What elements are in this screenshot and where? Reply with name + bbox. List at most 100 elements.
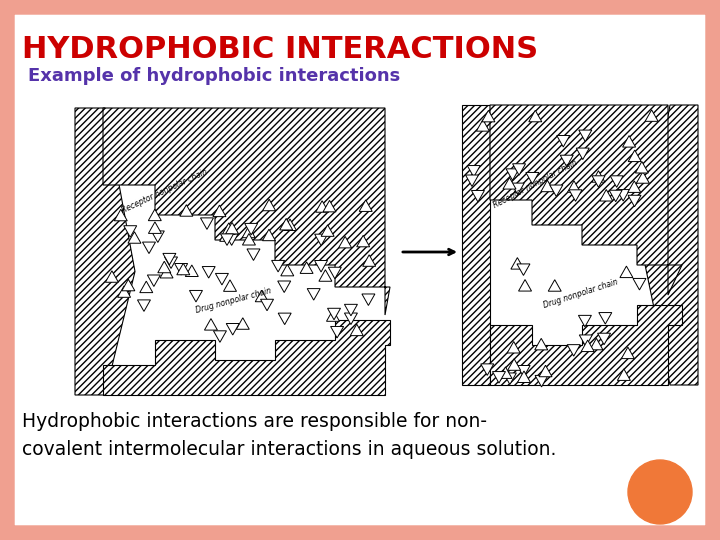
Polygon shape (643, 105, 698, 385)
Polygon shape (581, 340, 594, 352)
FancyBboxPatch shape (5, 5, 715, 535)
Polygon shape (103, 108, 390, 315)
Polygon shape (245, 224, 258, 235)
Text: covalent intermolecular interactions in aqueous solution.: covalent intermolecular interactions in … (22, 440, 557, 459)
Polygon shape (213, 205, 226, 217)
Polygon shape (350, 324, 364, 336)
Polygon shape (462, 105, 490, 385)
Polygon shape (567, 345, 580, 356)
Polygon shape (326, 310, 340, 321)
Polygon shape (636, 172, 649, 183)
Polygon shape (263, 199, 276, 211)
Polygon shape (225, 234, 238, 245)
Text: Drug nonpolar chain: Drug nonpolar chain (195, 286, 273, 315)
Polygon shape (362, 294, 375, 306)
Polygon shape (629, 150, 642, 161)
Polygon shape (321, 225, 334, 237)
Polygon shape (185, 265, 198, 276)
Polygon shape (518, 371, 531, 382)
Polygon shape (617, 190, 630, 201)
Polygon shape (236, 318, 249, 329)
Polygon shape (247, 249, 260, 260)
Polygon shape (539, 365, 552, 377)
Polygon shape (117, 286, 130, 298)
Polygon shape (472, 191, 485, 202)
Polygon shape (75, 108, 135, 395)
Polygon shape (284, 219, 297, 231)
Polygon shape (256, 290, 269, 302)
Polygon shape (356, 235, 369, 247)
Polygon shape (557, 136, 570, 147)
Polygon shape (621, 347, 634, 359)
Circle shape (628, 460, 692, 524)
Polygon shape (128, 232, 141, 243)
Polygon shape (307, 288, 320, 300)
Polygon shape (315, 201, 328, 212)
Text: Receptor nonpolar chain: Receptor nonpolar chain (120, 167, 209, 215)
Polygon shape (518, 280, 531, 291)
Polygon shape (592, 171, 605, 182)
Polygon shape (328, 308, 341, 320)
Polygon shape (103, 320, 390, 395)
Polygon shape (599, 313, 612, 324)
Polygon shape (180, 205, 193, 216)
Polygon shape (513, 164, 526, 176)
Polygon shape (222, 223, 235, 234)
Polygon shape (499, 367, 512, 379)
Polygon shape (225, 222, 238, 234)
Polygon shape (300, 262, 313, 273)
Polygon shape (344, 305, 357, 316)
Polygon shape (492, 372, 505, 383)
Polygon shape (610, 176, 623, 187)
Polygon shape (242, 226, 255, 238)
Polygon shape (600, 190, 613, 201)
Polygon shape (511, 183, 524, 194)
Polygon shape (490, 305, 682, 385)
Text: Hydrophobic interactions are responsible for non-: Hydrophobic interactions are responsible… (22, 412, 487, 431)
Polygon shape (511, 258, 524, 269)
Text: Drug nonpolar chain: Drug nonpolar chain (542, 278, 619, 310)
Polygon shape (278, 313, 291, 325)
Polygon shape (645, 110, 658, 122)
Polygon shape (122, 279, 135, 291)
Polygon shape (548, 280, 561, 291)
Polygon shape (528, 110, 541, 122)
Polygon shape (506, 169, 519, 180)
Polygon shape (508, 359, 521, 370)
Polygon shape (578, 315, 591, 327)
Polygon shape (635, 161, 648, 173)
Polygon shape (592, 176, 605, 187)
Text: HYDROPHOBIC INTERACTIONS: HYDROPHOBIC INTERACTIONS (22, 35, 538, 64)
Polygon shape (481, 364, 494, 375)
Polygon shape (215, 273, 228, 285)
Polygon shape (580, 335, 593, 347)
Polygon shape (148, 209, 161, 221)
Polygon shape (213, 331, 227, 342)
Polygon shape (160, 266, 173, 278)
Polygon shape (598, 333, 611, 345)
Polygon shape (263, 229, 276, 241)
Polygon shape (628, 181, 641, 192)
Polygon shape (482, 110, 495, 122)
Polygon shape (165, 257, 178, 268)
Polygon shape (477, 120, 490, 131)
Polygon shape (158, 261, 171, 273)
Polygon shape (143, 242, 156, 254)
Polygon shape (617, 369, 631, 380)
Polygon shape (359, 200, 372, 212)
Polygon shape (261, 299, 274, 310)
Polygon shape (541, 180, 554, 192)
Polygon shape (315, 260, 328, 272)
Polygon shape (226, 323, 239, 335)
Polygon shape (467, 166, 480, 177)
Polygon shape (550, 185, 563, 197)
Polygon shape (279, 219, 293, 230)
Polygon shape (517, 366, 530, 377)
Polygon shape (151, 231, 164, 242)
Polygon shape (579, 130, 592, 141)
Polygon shape (628, 195, 641, 207)
Polygon shape (278, 281, 291, 293)
Polygon shape (138, 300, 150, 312)
Polygon shape (344, 313, 357, 325)
Polygon shape (609, 190, 622, 202)
